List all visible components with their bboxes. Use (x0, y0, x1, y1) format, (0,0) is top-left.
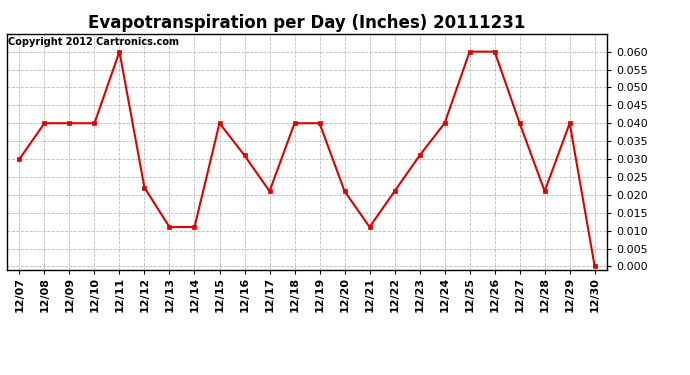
Title: Evapotranspiration per Day (Inches) 20111231: Evapotranspiration per Day (Inches) 2011… (88, 14, 526, 32)
Text: Copyright 2012 Cartronics.com: Copyright 2012 Cartronics.com (8, 37, 179, 47)
